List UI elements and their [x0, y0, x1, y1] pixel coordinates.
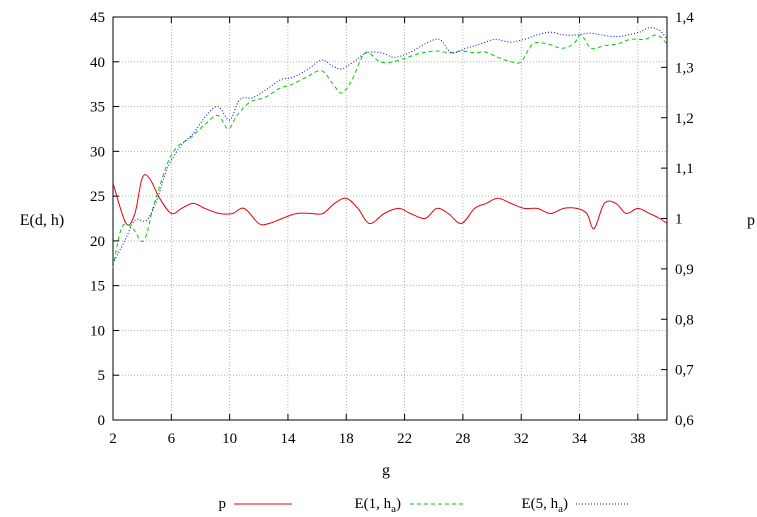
y-left-tick-label: 5 — [98, 368, 106, 384]
grid-lines — [113, 17, 667, 420]
x-tick-label: 38 — [630, 431, 645, 447]
x-tick-label: 18 — [339, 431, 354, 447]
y-left-tick-label: 20 — [90, 234, 105, 250]
x-tick-label: 32 — [514, 431, 529, 447]
x-tick-label: 28 — [455, 431, 470, 447]
y-left-tick-label: 0 — [98, 413, 106, 429]
y-right-tick-labels: 0,6 0,7 0,8 0,9 1 1,1 1,2 1,3 1,4 — [675, 10, 694, 429]
y-right-tick-label: 1,3 — [675, 60, 694, 76]
x-tick-label: 2 — [109, 431, 117, 447]
legend-item-e1: E(1, ha) — [354, 496, 463, 515]
legend-label-e1: E(1, ha) — [354, 496, 401, 515]
legend-item-e5: E(5, ha) — [521, 496, 630, 515]
y-right-tick-label: 1,1 — [675, 161, 694, 177]
series-line-e5 — [112, 27, 668, 264]
y-left-tick-label: 30 — [90, 144, 105, 160]
y-left-tick-label: 25 — [90, 189, 105, 205]
series-line-p — [112, 174, 668, 230]
x-tick-label: 34 — [572, 431, 588, 447]
legend: p E(1, ha) E(5, ha) — [219, 496, 630, 515]
x-axis-label: g — [382, 462, 390, 479]
series-line-e1 — [112, 34, 668, 268]
y-right-tick-label: 0,7 — [675, 363, 694, 379]
legend-item-p: p — [219, 496, 292, 512]
x-tick-labels: 2 6 10 14 18 22 28 32 34 38 — [109, 431, 645, 447]
y-left-axis-label: E(d, h) — [20, 212, 64, 229]
series-layer — [112, 27, 668, 268]
y-left-tick-label: 45 — [90, 10, 105, 26]
legend-label-p: p — [219, 496, 227, 512]
plot-frame — [112, 16, 668, 421]
y-right-axis-label: p — [747, 212, 755, 229]
y-left-tick-label: 40 — [90, 55, 105, 71]
y-right-tick-label: 1,2 — [675, 111, 694, 127]
y-left-tick-labels: 0 5 10 15 20 25 30 35 40 45 — [90, 10, 105, 429]
axis-ticks — [112, 16, 667, 421]
y-left-tick-label: 15 — [90, 279, 105, 295]
x-tick-label: 10 — [222, 431, 237, 447]
y-left-tick-label: 10 — [90, 323, 105, 339]
y-left-tick-label: 35 — [90, 100, 105, 116]
y-right-tick-label: 1 — [675, 212, 683, 228]
x-tick-label: 14 — [280, 431, 296, 447]
y-right-tick-label: 0,8 — [675, 312, 694, 328]
x-tick-label: 6 — [168, 431, 176, 447]
legend-label-e5: E(5, ha) — [521, 496, 568, 515]
x-tick-label: 22 — [397, 431, 412, 447]
y-right-tick-label: 0,9 — [675, 262, 694, 278]
y-right-tick-label: 1,4 — [675, 10, 694, 26]
y-right-tick-label: 0,6 — [675, 413, 694, 429]
